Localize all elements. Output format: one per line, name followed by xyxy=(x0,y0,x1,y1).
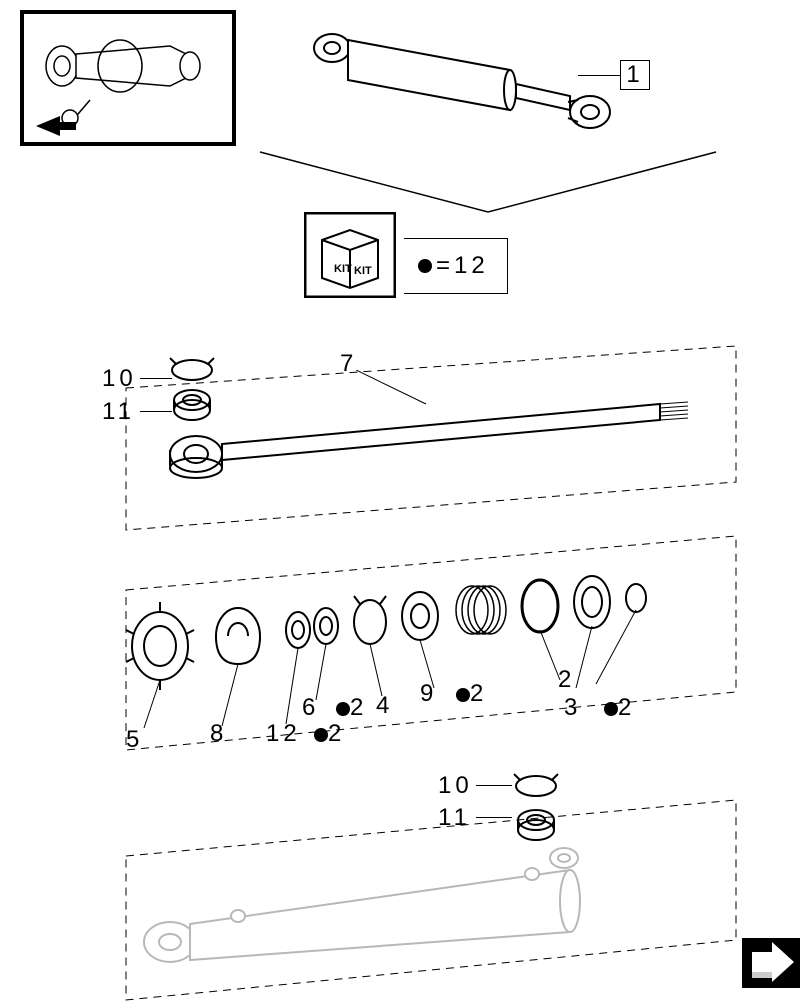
callout-1: 1 xyxy=(626,61,643,89)
callout-5: 5 xyxy=(126,726,143,754)
dotref-6: 2 xyxy=(350,694,367,722)
dot-6-icon xyxy=(336,702,350,716)
dash-box-barrel xyxy=(86,796,746,1006)
callout-12: 12 xyxy=(266,720,301,748)
dot-9-icon xyxy=(456,688,470,702)
callout-1-box: 1 xyxy=(620,60,650,90)
dotref-3: 2 xyxy=(618,694,635,722)
leaders-seals xyxy=(120,560,690,760)
leader-10b xyxy=(476,785,512,786)
thumbnail-axle xyxy=(20,10,236,146)
kit-outer-box xyxy=(300,208,532,302)
dot-12-icon xyxy=(314,728,328,742)
callout-2: 2 xyxy=(558,666,575,694)
callout-3: 3 xyxy=(564,694,581,722)
callout-8: 8 xyxy=(210,720,227,748)
leader-1 xyxy=(578,75,620,76)
dash-box-rod xyxy=(86,344,746,534)
dot-3-icon xyxy=(604,702,618,716)
callout-6: 6 xyxy=(302,694,319,722)
callout-9: 9 xyxy=(420,680,437,708)
dotref-12: 2 xyxy=(328,720,345,748)
cylinder-assembly-icon xyxy=(300,18,630,158)
nav-next-icon[interactable] xyxy=(742,938,800,988)
dotref-9: 2 xyxy=(470,680,487,708)
callout-4: 4 xyxy=(376,692,393,720)
